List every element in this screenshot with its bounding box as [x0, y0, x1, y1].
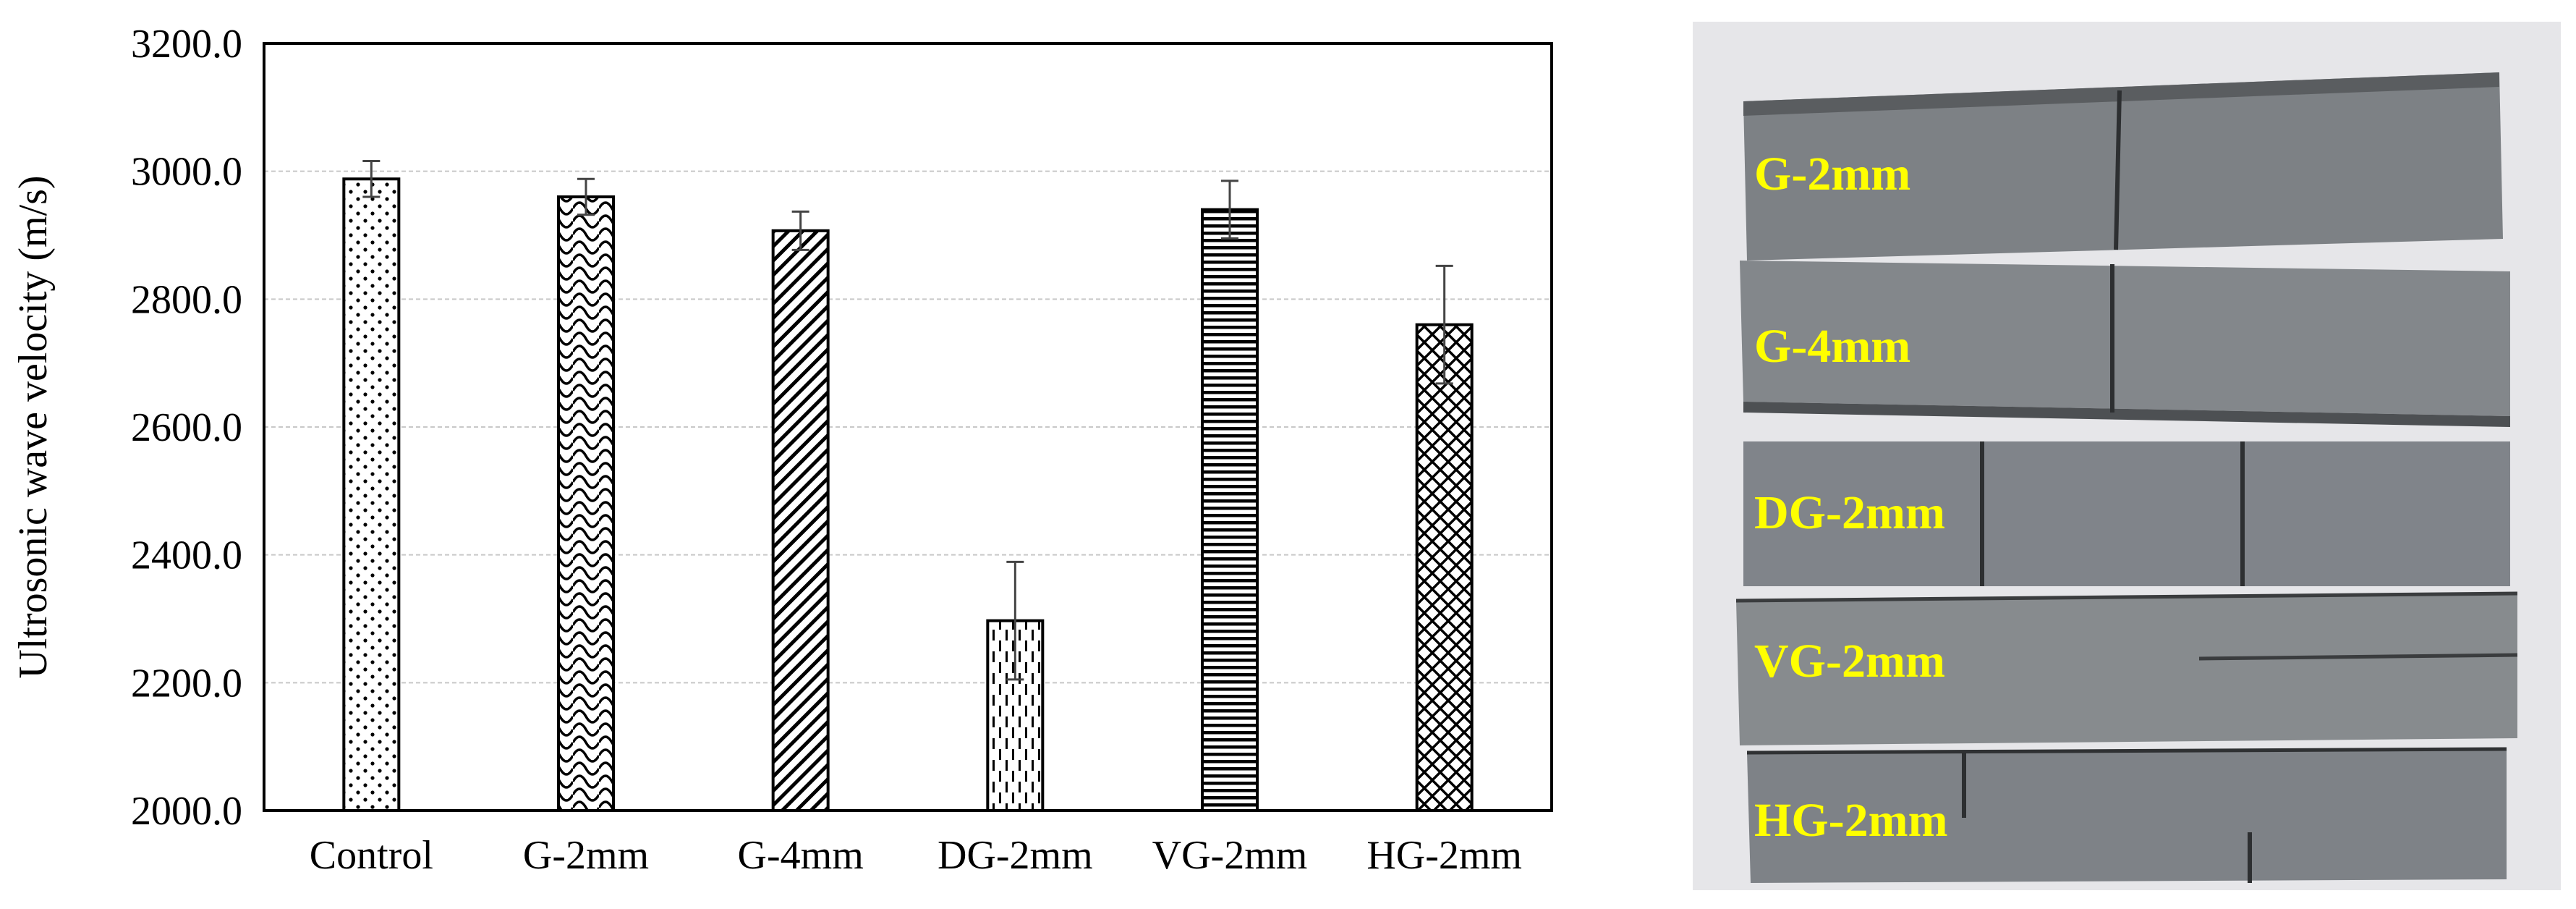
plot-area-frame: [263, 42, 1553, 812]
bars: [342, 177, 1474, 813]
x-axis-category-labels: Control G-2mm G-4mm DG-2mm VG-2mm HG-2mm: [310, 833, 1522, 878]
y-axis-title: Ultrosonic wave velocity (m/s): [11, 175, 56, 678]
error-bar-g-2mm: [577, 177, 595, 216]
bar-vg-2mm: [1201, 208, 1259, 812]
bar-chart: 2000.0 2200.0 2400.0 2600.0 2800.0 3000.0 3200…: [11, 22, 1553, 878]
x-category-label: DG-2mm: [938, 833, 1093, 878]
error-bar-vg-2mm: [1221, 179, 1238, 240]
label-vg-2mm: VG-2mm: [1754, 635, 1945, 688]
x-category-label: VG-2mm: [1152, 833, 1308, 878]
gridlines: [264, 170, 1552, 684]
specimen-vg-2mm: [1735, 591, 2518, 745]
error-bar-control: [362, 160, 381, 198]
label-hg-2mm: HG-2mm: [1754, 794, 1948, 847]
y-tick-label: 2600.0: [131, 405, 242, 450]
error-bars: [362, 160, 1453, 681]
error-bar-g-4mm: [791, 210, 809, 251]
specimen-hg-2mm: [1746, 747, 2507, 883]
bar-hg-2mm: [1415, 323, 1474, 812]
y-tick-label: 2200.0: [131, 661, 242, 706]
y-tick-label: 2000.0: [131, 789, 242, 834]
y-tick-label: 2800.0: [131, 277, 242, 322]
label-g-4mm: G-4mm: [1754, 320, 1910, 373]
x-category-label: HG-2mm: [1366, 833, 1522, 878]
y-tick-label: 2400.0: [131, 533, 242, 578]
error-bar-dg-2mm: [1006, 560, 1024, 681]
bar-g-4mm: [771, 229, 830, 813]
y-tick-label: 3200.0: [131, 22, 242, 67]
bar-g-2mm: [557, 195, 615, 812]
bar-control: [342, 177, 401, 812]
specimen-g-2mm: [1743, 72, 2503, 261]
y-axis-tick-labels: 2000.0 2200.0 2400.0 2600.0 2800.0 3000.0 3200…: [131, 22, 242, 834]
y-tick-label: 3000.0: [131, 150, 242, 195]
x-category-label: Control: [310, 833, 433, 878]
specimen-g-4mm: [1740, 261, 2510, 427]
specimen-dg-2mm: [1743, 441, 2510, 586]
error-bar-hg-2mm: [1435, 264, 1453, 385]
label-g-2mm: G-2mm: [1754, 148, 1910, 200]
x-category-label: G-2mm: [523, 833, 649, 878]
specimen-photo: G-2mm G-4mm DG-2mm VG-2mm HG-2mm: [1693, 22, 2561, 890]
label-dg-2mm: DG-2mm: [1754, 486, 1945, 539]
x-category-label: G-4mm: [738, 833, 864, 878]
